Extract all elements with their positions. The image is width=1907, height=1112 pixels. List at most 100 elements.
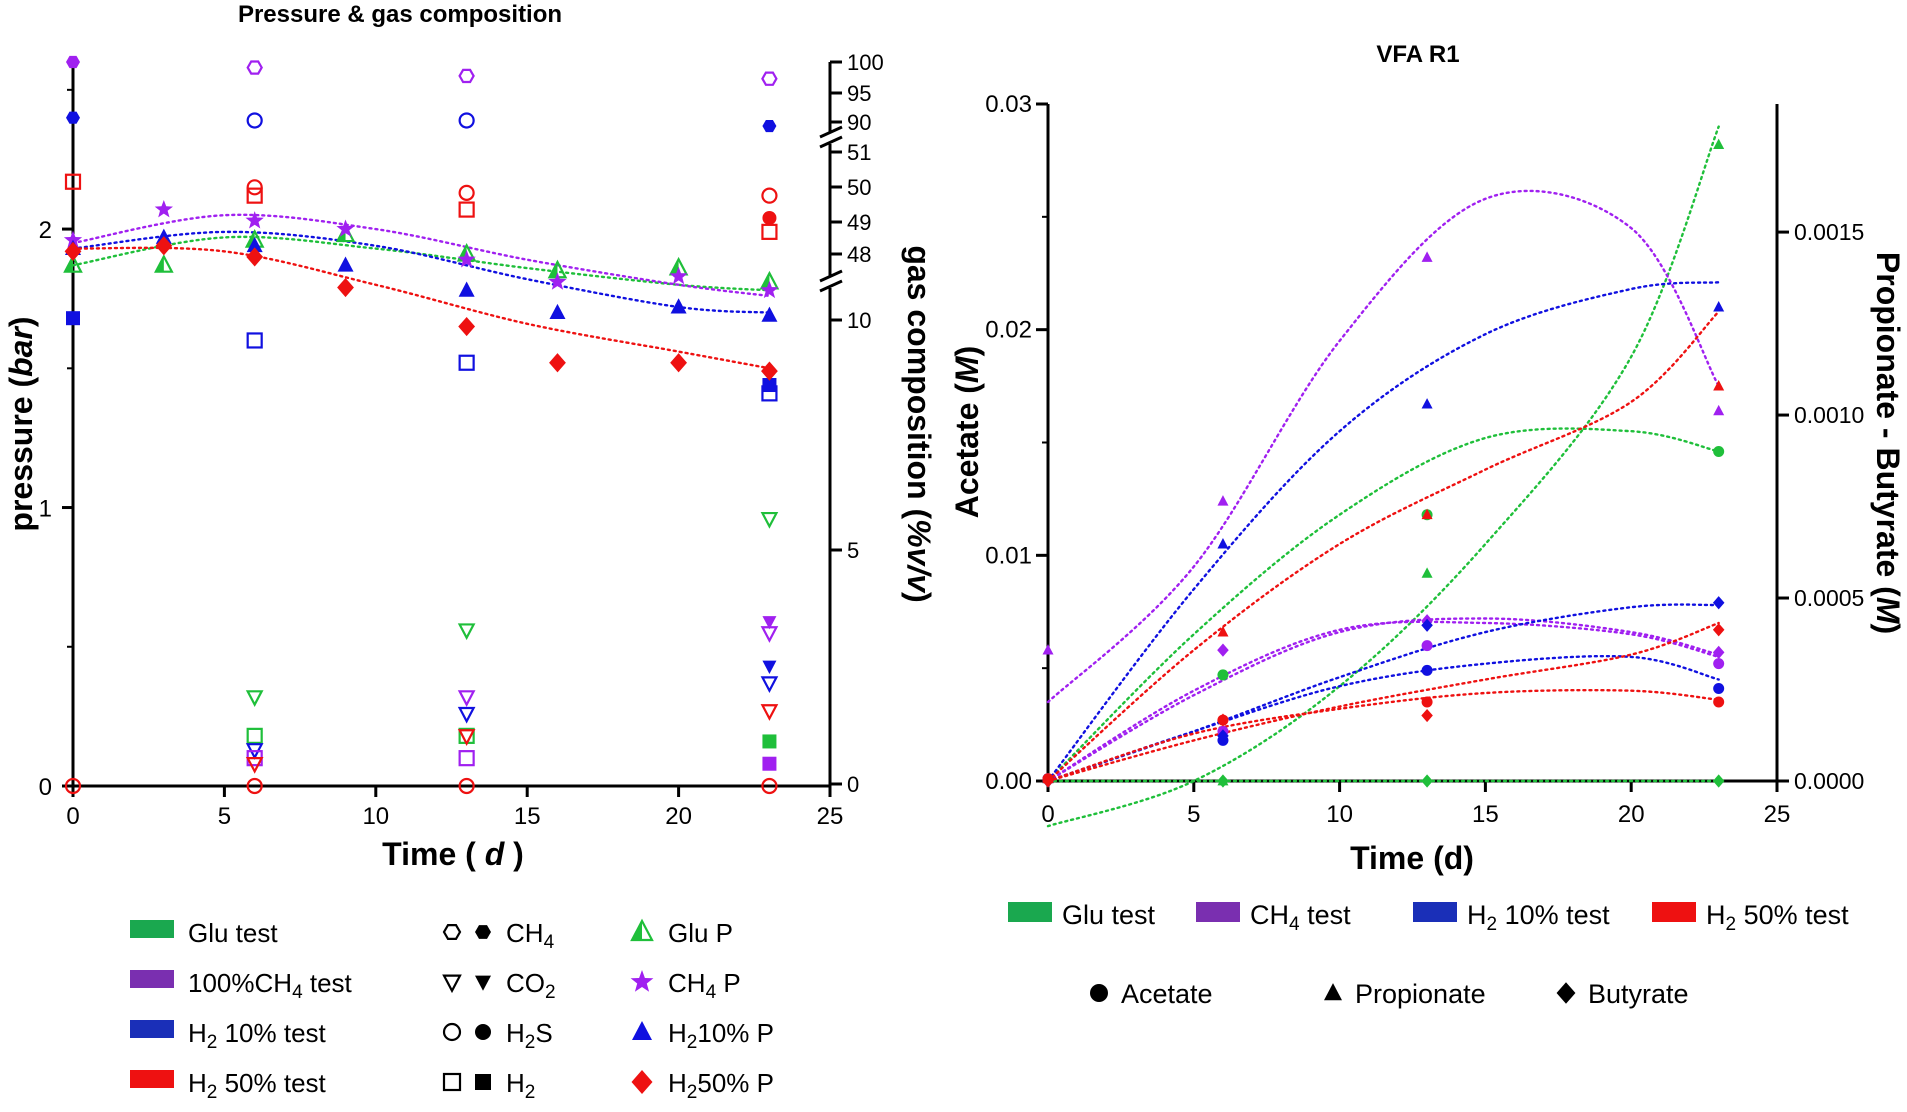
vfa-legend-test-label-sub: 4 <box>1289 914 1300 935</box>
vfa-trendline-propionate <box>1046 310 1720 783</box>
vfa-legend-test-label-text: CH <box>1250 900 1289 930</box>
gas-point-circle <box>64 777 82 795</box>
vfa-point-butyrate <box>1712 596 1725 610</box>
vfa-trendline-propionate <box>1046 189 1720 704</box>
pressure-point-triangle <box>458 281 475 297</box>
vfa-point-butyrate <box>1217 713 1229 727</box>
legend-gas-open <box>442 974 462 994</box>
vfa-point-butyrate <box>1217 643 1229 657</box>
legend-test-label: 100%CH4 test <box>188 968 353 1003</box>
vfa-legend-test-label-sub: 2 <box>1726 914 1737 935</box>
gas-point-circle <box>246 777 263 795</box>
gas-point-square <box>246 187 263 204</box>
vfa-legend-test-label: H2 10% test <box>1467 900 1610 935</box>
gas-point-circle <box>761 187 778 204</box>
pressure-point-half-triangle-outline <box>154 254 174 273</box>
gas-point-triangle-down <box>457 623 476 641</box>
legend-test-label-text: 100%CH <box>188 968 292 998</box>
vfa-trendline-acetate <box>1046 427 1720 783</box>
right-x-axis-label: Time (d) <box>1350 840 1474 876</box>
pressure-point-diamond <box>246 247 264 267</box>
vfa-point-propionate <box>1217 538 1229 549</box>
gas-point-circle <box>458 777 475 795</box>
legend-gas-open <box>442 1072 462 1092</box>
legend-gas-label-text: CH <box>506 918 544 948</box>
gas-point-square <box>458 201 475 218</box>
gas-point-hexagon <box>246 60 263 75</box>
vfa-point-propionate <box>1042 644 1054 655</box>
vfa-legend-swatch <box>1652 902 1696 922</box>
legend-gas-label-sub: 2 <box>525 1032 536 1053</box>
legend-pressure-label-text: H <box>668 1018 687 1048</box>
legend-pressure-marker <box>632 1021 652 1040</box>
pressure-point-triangle <box>549 303 566 320</box>
pressure-point-half-triangle-outline <box>63 254 83 273</box>
legend-gas-label: CH4 <box>506 918 555 953</box>
right-y2-tick-label: 0.0000 <box>1794 768 1864 794</box>
legend-pressure-label: H250% P <box>668 1068 774 1103</box>
vfa-legend-swatch <box>1196 902 1240 922</box>
right-x-tick-label: 20 <box>1618 801 1645 828</box>
legend-swatch <box>130 1020 174 1038</box>
pressure-point-diamond <box>458 316 476 337</box>
vfa-legend-test-label-text: H <box>1467 900 1487 930</box>
vfa-point-acetate <box>1421 640 1433 652</box>
legend-gas-label-text: H <box>506 1018 525 1048</box>
vfa-legend-test-label-text: H <box>1706 900 1726 930</box>
vfa-legend-marker <box>1324 983 1342 1001</box>
left-x-tick-label: 10 <box>362 803 389 830</box>
vfa-point-propionate <box>1421 251 1433 262</box>
left-y2-axis-label: gas composition (%v/v) <box>901 245 937 602</box>
vfa-legend-test-label-text2: 10% test <box>1497 900 1610 930</box>
legend-pressure-marker <box>631 1070 653 1094</box>
left-y2-tick-label: 10 <box>847 308 871 333</box>
left-y-tick-label: 0 <box>39 774 52 801</box>
pressure-point-diamond <box>670 353 687 373</box>
vfa-point-butyrate <box>1712 645 1725 659</box>
right-trendlines <box>1046 125 1720 828</box>
right-y-axis-label: Acetate (M) <box>949 346 985 518</box>
right-y-tick-label: 0.00 <box>985 768 1032 795</box>
gas-point-triangle-down <box>762 660 777 674</box>
vfa-point-butyrate <box>1712 623 1725 637</box>
left-x-tick-label: 20 <box>665 803 692 830</box>
legend-test-label-text2: 50% test <box>217 1068 326 1098</box>
pressure-point-triangle <box>337 256 354 272</box>
pressure-point-diamond <box>64 241 82 261</box>
pressure-point-half-triangle <box>154 254 174 273</box>
left-chart-title: Pressure & gas composition <box>238 1 562 28</box>
gas-point-triangle-down <box>760 704 779 721</box>
pressure-point-triangle <box>246 236 263 253</box>
right-y-tick-label: 0.02 <box>985 317 1032 344</box>
left-x-tick-label: 15 <box>514 803 541 830</box>
trendline-h210p <box>71 230 771 314</box>
legend-gas-label-text2: S <box>535 1018 552 1048</box>
vfa-point-acetate <box>1713 696 1725 708</box>
pressure-point-diamond <box>155 236 173 256</box>
right-y2-tick-label: 0.0005 <box>1794 585 1864 611</box>
vfa-legend-marker <box>1090 984 1108 1002</box>
right-y-tick-label: 0.01 <box>985 542 1032 569</box>
gas-point-triangle-down <box>245 690 264 707</box>
left-y2-break-low-slash1 <box>819 269 843 283</box>
right-y2-ticks: 0.0000 0.0005 0.0010 0.0015 <box>1777 219 1864 794</box>
right-points <box>1042 138 1725 788</box>
right-x-tick-label: 10 <box>1326 801 1353 828</box>
legend-gas-filled <box>475 925 491 939</box>
legend-pressure-label-text: CH <box>668 968 706 998</box>
gas-point-triangle-down <box>760 676 779 694</box>
vfa-trendline-acetate <box>1046 654 1720 783</box>
vfa-trendline-propionate <box>1046 281 1720 783</box>
vfa-point-propionate <box>1421 398 1433 409</box>
legend-test-label: Glu test <box>188 918 278 948</box>
vfa-point-acetate <box>1713 682 1725 694</box>
legend-test-label-text2: test <box>303 968 353 998</box>
legend-gas-filled <box>475 1074 491 1090</box>
left-y-tick-label: 2 <box>39 217 52 244</box>
vfa-point-butyrate <box>1217 729 1229 743</box>
left-y2-tick-label: 50 <box>847 175 871 200</box>
legend-gas-filled <box>475 1024 491 1040</box>
legend-swatch <box>130 970 174 988</box>
gas-point-square <box>246 332 263 349</box>
